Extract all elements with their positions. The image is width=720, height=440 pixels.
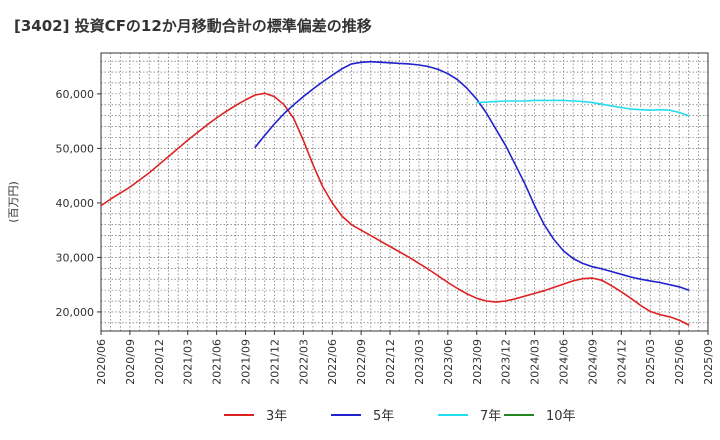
chart-title: [3402] 投資CFの12か月移動合計の標準偏差の推移 <box>14 17 372 35</box>
legend-label: 7年 <box>480 409 501 424</box>
plot-frame <box>100 52 709 332</box>
x-tick-label: 2022/03 <box>297 339 310 385</box>
y-tick-label: 40,000 <box>56 197 95 210</box>
legend: 3年 5年 7年 10年 <box>224 409 576 424</box>
x-tick-label: 2025/03 <box>644 339 657 385</box>
x-tick-label: 2025/09 <box>702 339 715 385</box>
x-tick-label: 2022/09 <box>355 339 368 385</box>
legend-label: 3年 <box>266 409 287 424</box>
x-tick-label: 2022/06 <box>326 339 339 385</box>
x-tick-label: 2023/09 <box>471 339 484 385</box>
series-line-3年 <box>100 92 690 326</box>
x-tick-label: 2024/09 <box>586 339 599 385</box>
series-line-7年 <box>476 99 690 117</box>
y-tick-label: 60,000 <box>56 88 95 101</box>
x-tick-label: 2021/06 <box>211 339 224 385</box>
y-tick-label: 30,000 <box>56 251 95 264</box>
x-tick-label: 2023/12 <box>500 339 513 385</box>
x-tick-label: 2024/03 <box>529 339 542 385</box>
y-tick-label: 50,000 <box>56 142 95 155</box>
x-tick-label: 2020/09 <box>124 339 137 385</box>
legend-label: 10年 <box>546 409 576 424</box>
series-line-5年 <box>254 60 690 291</box>
grid-layer <box>101 53 708 331</box>
series-layer <box>100 60 690 326</box>
y-axis: 20,000 30,000 40,000 50,000 60,000 <box>56 88 101 319</box>
x-tick-label: 2020/06 <box>95 339 108 385</box>
x-tick-label: 2021/03 <box>182 339 195 385</box>
x-tick-label: 2020/12 <box>153 339 166 385</box>
x-tick-label: 2022/12 <box>384 339 397 385</box>
y-tick-label: 20,000 <box>56 306 95 319</box>
x-tick-label: 2025/06 <box>673 339 686 385</box>
x-tick-label: 2024/12 <box>615 339 628 385</box>
x-tick-label: 2023/06 <box>442 339 455 385</box>
x-tick-label: 2023/03 <box>413 339 426 385</box>
legend-label: 5年 <box>373 409 394 424</box>
x-tick-label: 2021/12 <box>268 339 281 385</box>
x-axis: 2020/06 2020/09 2020/12 2021/03 2021/06 2021/… <box>95 331 715 385</box>
x-tick-label: 2021/09 <box>240 339 253 385</box>
x-tick-label: 2024/06 <box>557 339 570 385</box>
y-axis-label: (百万円) <box>7 181 20 223</box>
